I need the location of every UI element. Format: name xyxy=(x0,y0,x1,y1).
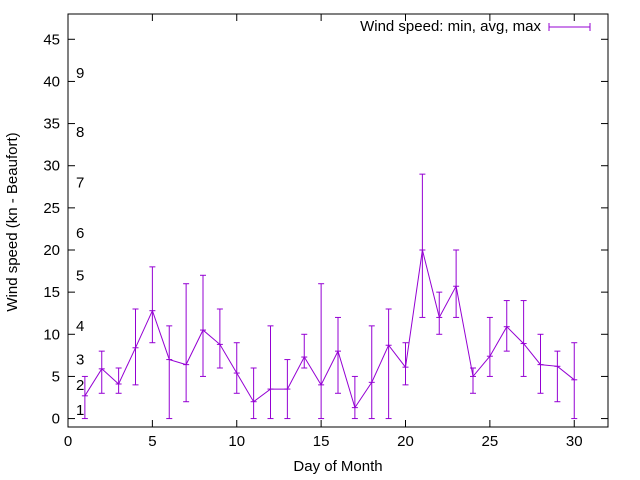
y-axis-title: Wind speed (kn - Beaufort) xyxy=(4,132,21,311)
error-bar-point xyxy=(250,367,257,420)
beaufort-label: 2 xyxy=(76,377,84,394)
error-bar-point xyxy=(166,325,173,420)
legend-label: Wind speed: min, avg, max xyxy=(360,18,541,35)
beaufort-label: 4 xyxy=(76,318,84,335)
y-tick-label: 25 xyxy=(43,200,60,217)
beaufort-label: 5 xyxy=(76,267,84,284)
y-tick-label: 10 xyxy=(43,326,60,343)
x-tick-label: 20 xyxy=(397,433,414,450)
x-tick-label: 5 xyxy=(148,433,156,450)
x-axis-ticks: 0 5 10 15 20 25 30 xyxy=(64,14,583,450)
error-bar-point xyxy=(318,283,325,420)
plot-border xyxy=(67,13,609,428)
error-bar-point xyxy=(537,333,544,394)
x-tick-label: 30 xyxy=(566,433,583,450)
error-bar-point xyxy=(368,325,375,420)
beaufort-label: 1 xyxy=(76,402,84,419)
error-bar-point xyxy=(419,173,426,318)
beaufort-label: 6 xyxy=(76,225,84,242)
beaufort-label: 3 xyxy=(76,352,84,369)
beaufort-label: 9 xyxy=(76,65,84,82)
error-bar-point xyxy=(81,375,88,420)
y-tick-label: 20 xyxy=(43,242,60,259)
error-bar-point xyxy=(183,283,190,403)
error-bar-point xyxy=(436,291,443,335)
error-bar-point xyxy=(402,342,409,386)
x-tick-label: 15 xyxy=(313,433,330,450)
error-bar-point xyxy=(200,274,206,377)
error-bar-point xyxy=(284,359,291,420)
y-tick-label: 15 xyxy=(43,284,60,301)
error-bar-point xyxy=(149,266,156,344)
error-bar-point xyxy=(503,300,510,352)
error-bar-point xyxy=(301,333,308,369)
beaufort-label: 7 xyxy=(76,175,84,192)
error-bar-point xyxy=(115,367,122,394)
y-tick-label: 30 xyxy=(43,158,60,175)
error-bar-point xyxy=(453,249,460,318)
x-axis-title: Day of Month xyxy=(293,458,382,475)
beaufort-label: 8 xyxy=(76,124,84,141)
y-tick-label: 35 xyxy=(43,116,60,133)
error-bar-point xyxy=(385,308,392,420)
error-bar-point xyxy=(233,342,240,394)
error-bar-point xyxy=(267,325,274,420)
x-tick-label: 0 xyxy=(64,433,72,450)
error-bar-point xyxy=(216,308,223,369)
error-bar-point xyxy=(132,308,139,386)
y-tick-label: 40 xyxy=(43,73,60,90)
error-bar-point xyxy=(98,350,105,394)
error-bar-point xyxy=(486,316,493,377)
legend: Wind speed: min, avg, max xyxy=(360,18,591,35)
error-bar-point xyxy=(470,367,476,394)
error-bar-point xyxy=(571,342,578,420)
beaufort-scale-labels: 1 2 3 4 5 6 7 8 9 xyxy=(76,65,84,419)
series-avg-line xyxy=(84,249,575,409)
y-tick-label: 5 xyxy=(52,368,60,385)
error-bar-point xyxy=(335,316,341,394)
error-bar-point xyxy=(351,375,358,420)
x-tick-label: 25 xyxy=(482,433,499,450)
y-tick-label: 0 xyxy=(52,411,60,428)
error-bar-point xyxy=(520,300,527,377)
plot-frame xyxy=(67,13,609,428)
error-bar-point xyxy=(554,350,561,403)
y-tick-label: 45 xyxy=(43,31,60,48)
x-tick-label: 10 xyxy=(228,433,245,450)
series-layer xyxy=(81,173,578,420)
